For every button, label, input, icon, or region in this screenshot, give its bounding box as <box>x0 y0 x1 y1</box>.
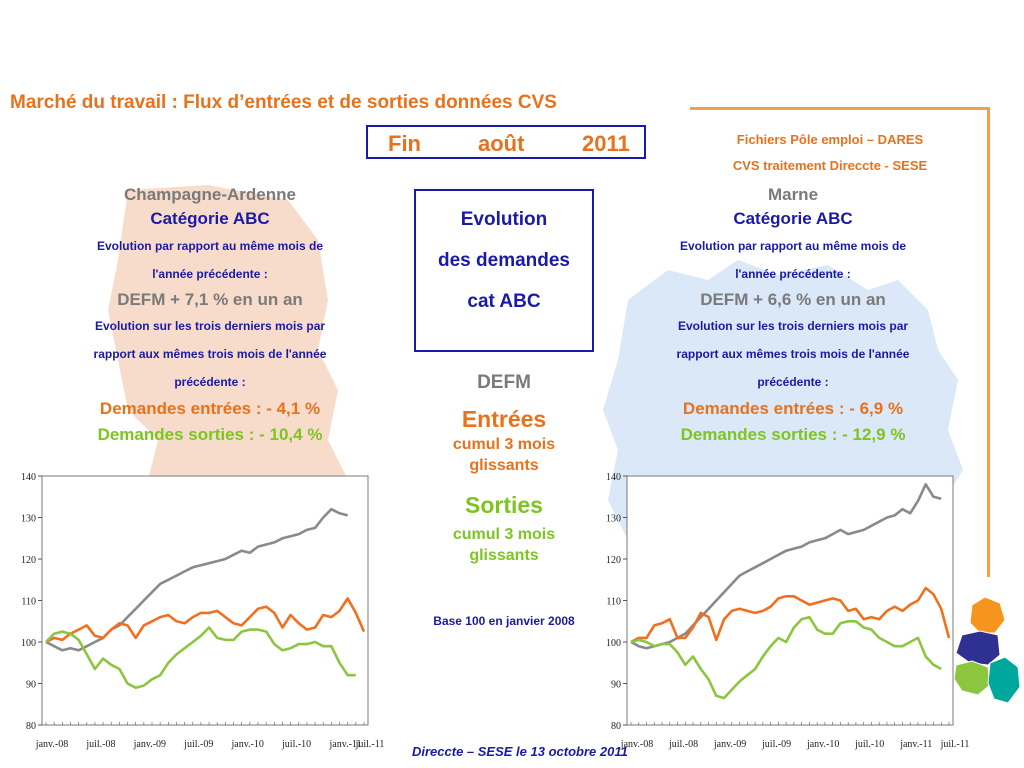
y-tick-label: 140 <box>21 472 36 483</box>
base-note: Base 100 en janvier 2008 <box>433 614 575 628</box>
date-fin: Fin <box>388 131 421 156</box>
legend-sorties: Sorties <box>465 492 543 518</box>
x-tick-label: juil.-08 <box>85 739 115 750</box>
legend-entrees-sub-2: glissants <box>469 457 539 474</box>
evo-line-3: cat ABC <box>467 291 541 312</box>
y-tick-label: 120 <box>21 555 36 566</box>
series-line-defm <box>45 507 349 652</box>
legend-entrees: Entrées <box>461 406 547 432</box>
right-panel: Marne Catégorie ABC Evolution par rappor… <box>612 184 974 448</box>
y-tick-label: 90 <box>26 680 36 691</box>
left-sorties: Demandes sorties : - 10,4 % <box>97 425 323 444</box>
legend-sorties-sub-1: cumul 3 mois <box>452 526 556 543</box>
x-tick-label: janv.-09 <box>133 739 166 750</box>
x-tick-label: janv.-11 <box>329 739 362 750</box>
footer: Direccte – SESE le 13 octobre 2011 <box>412 744 628 759</box>
y-tick-label: 130 <box>606 514 621 525</box>
left-evo3-3: précédente : <box>174 375 246 389</box>
right-sorties: Demandes sorties : - 12,9 % <box>680 425 906 444</box>
x-tick-label: janv.-08 <box>35 739 68 750</box>
date-year: 2011 <box>582 131 630 156</box>
left-evo3-2: rapport aux mêmes trois mois de l'année <box>93 347 327 361</box>
right-region: Marne <box>767 185 819 204</box>
x-tick-label: juil.-10 <box>854 739 884 750</box>
legend-sorties-sub-2: glissants <box>469 547 539 564</box>
y-tick-label: 140 <box>606 472 621 483</box>
x-tick-label: juil.-08 <box>668 739 698 750</box>
left-category: Catégorie ABC <box>150 209 270 228</box>
evolution-box: Evolution des demandes cat ABC <box>414 189 594 352</box>
x-tick-label: janv.-10 <box>806 739 839 750</box>
y-tick-label: 130 <box>21 514 36 525</box>
y-tick-label: 80 <box>611 721 621 732</box>
y-tick-label: 100 <box>21 638 36 649</box>
left-defm-line: DEFM + 7,1 % en un an <box>117 290 303 309</box>
date-box: Fin août 2011 <box>366 125 646 159</box>
date-month: août <box>478 131 525 156</box>
center-legend: DEFM Entrées cumul 3 mois glissants Sort… <box>424 370 584 628</box>
page-title: Marché du travail : Flux d’entrées et de… <box>10 92 557 113</box>
right-entrees: Demandes entrées : - 6,9 % <box>682 399 904 418</box>
y-tick-label: 120 <box>606 555 621 566</box>
x-tick-label: janv.-09 <box>713 739 746 750</box>
x-tick-label: juil.-10 <box>281 739 311 750</box>
series-line-defm <box>630 482 942 650</box>
evo-line-1: Evolution <box>460 209 548 230</box>
y-tick-label: 110 <box>21 597 36 608</box>
departments-map <box>953 596 1021 704</box>
x-tick-label: janv.-10 <box>230 739 263 750</box>
title-rule <box>690 107 990 110</box>
left-evo3-1: Evolution sur les trois derniers mois pa… <box>94 319 326 333</box>
y-tick-label: 110 <box>606 597 621 608</box>
right-evo3-2: rapport aux mêmes trois mois de l'année <box>676 347 910 361</box>
series-line-sorties <box>630 615 942 700</box>
series-line-entrees <box>45 597 366 644</box>
plot-area <box>41 475 369 726</box>
x-tick-label: juil.-09 <box>183 739 213 750</box>
x-tick-label: juil.-09 <box>761 739 791 750</box>
plot-area <box>626 475 954 726</box>
side-rule <box>987 107 990 577</box>
left-entrees: Demandes entrées : - 4,1 % <box>99 399 321 418</box>
y-tick-label: 100 <box>606 638 621 649</box>
x-tick-label: juil.-11 <box>940 739 970 750</box>
y-tick-label: 90 <box>611 680 621 691</box>
series-line-sorties <box>45 626 356 689</box>
right-evo-year-2: l'année précédente : <box>735 267 851 281</box>
left-evo-year-1: Evolution par rapport au même mois de <box>96 239 324 253</box>
left-region: Champagne-Ardenne <box>124 185 296 204</box>
x-tick-label: juil.-11 <box>355 739 385 750</box>
right-evo3-1: Evolution sur les trois derniers mois pa… <box>677 319 909 333</box>
left-evo-year-2: l'année précédente : <box>152 267 268 281</box>
chart-champagne-ardenne: 80 90 100 110 120 130 140 janv.-08 juil.-08 janv.… <box>21 472 385 750</box>
left-panel: Champagne-Ardenne Catégorie ABC Evolutio… <box>30 184 390 448</box>
legend-entrees-sub-1: cumul 3 mois <box>452 436 556 453</box>
x-tick-label: janv.-08 <box>620 739 653 750</box>
source-line-1: Fichiers Pôle emploi – DARES <box>736 132 924 147</box>
x-tick-label: janv.-11 <box>899 739 932 750</box>
source-line-2: CVS traitement Direccte - SESE <box>732 158 928 173</box>
right-defm-line: DEFM + 6,6 % en un an <box>700 290 886 309</box>
chart-marne: 80 90 100 110 120 130 140 janv.-08 juil.-08 janv.… <box>606 472 970 750</box>
legend-defm: DEFM <box>477 372 531 393</box>
series-line-entrees <box>630 586 951 644</box>
right-category: Catégorie ABC <box>733 209 853 228</box>
right-evo3-3: précédente : <box>757 375 829 389</box>
y-tick-label: 80 <box>26 721 36 732</box>
evo-line-2: des demandes <box>438 250 570 271</box>
right-evo-year-1: Evolution par rapport au même mois de <box>679 239 907 253</box>
